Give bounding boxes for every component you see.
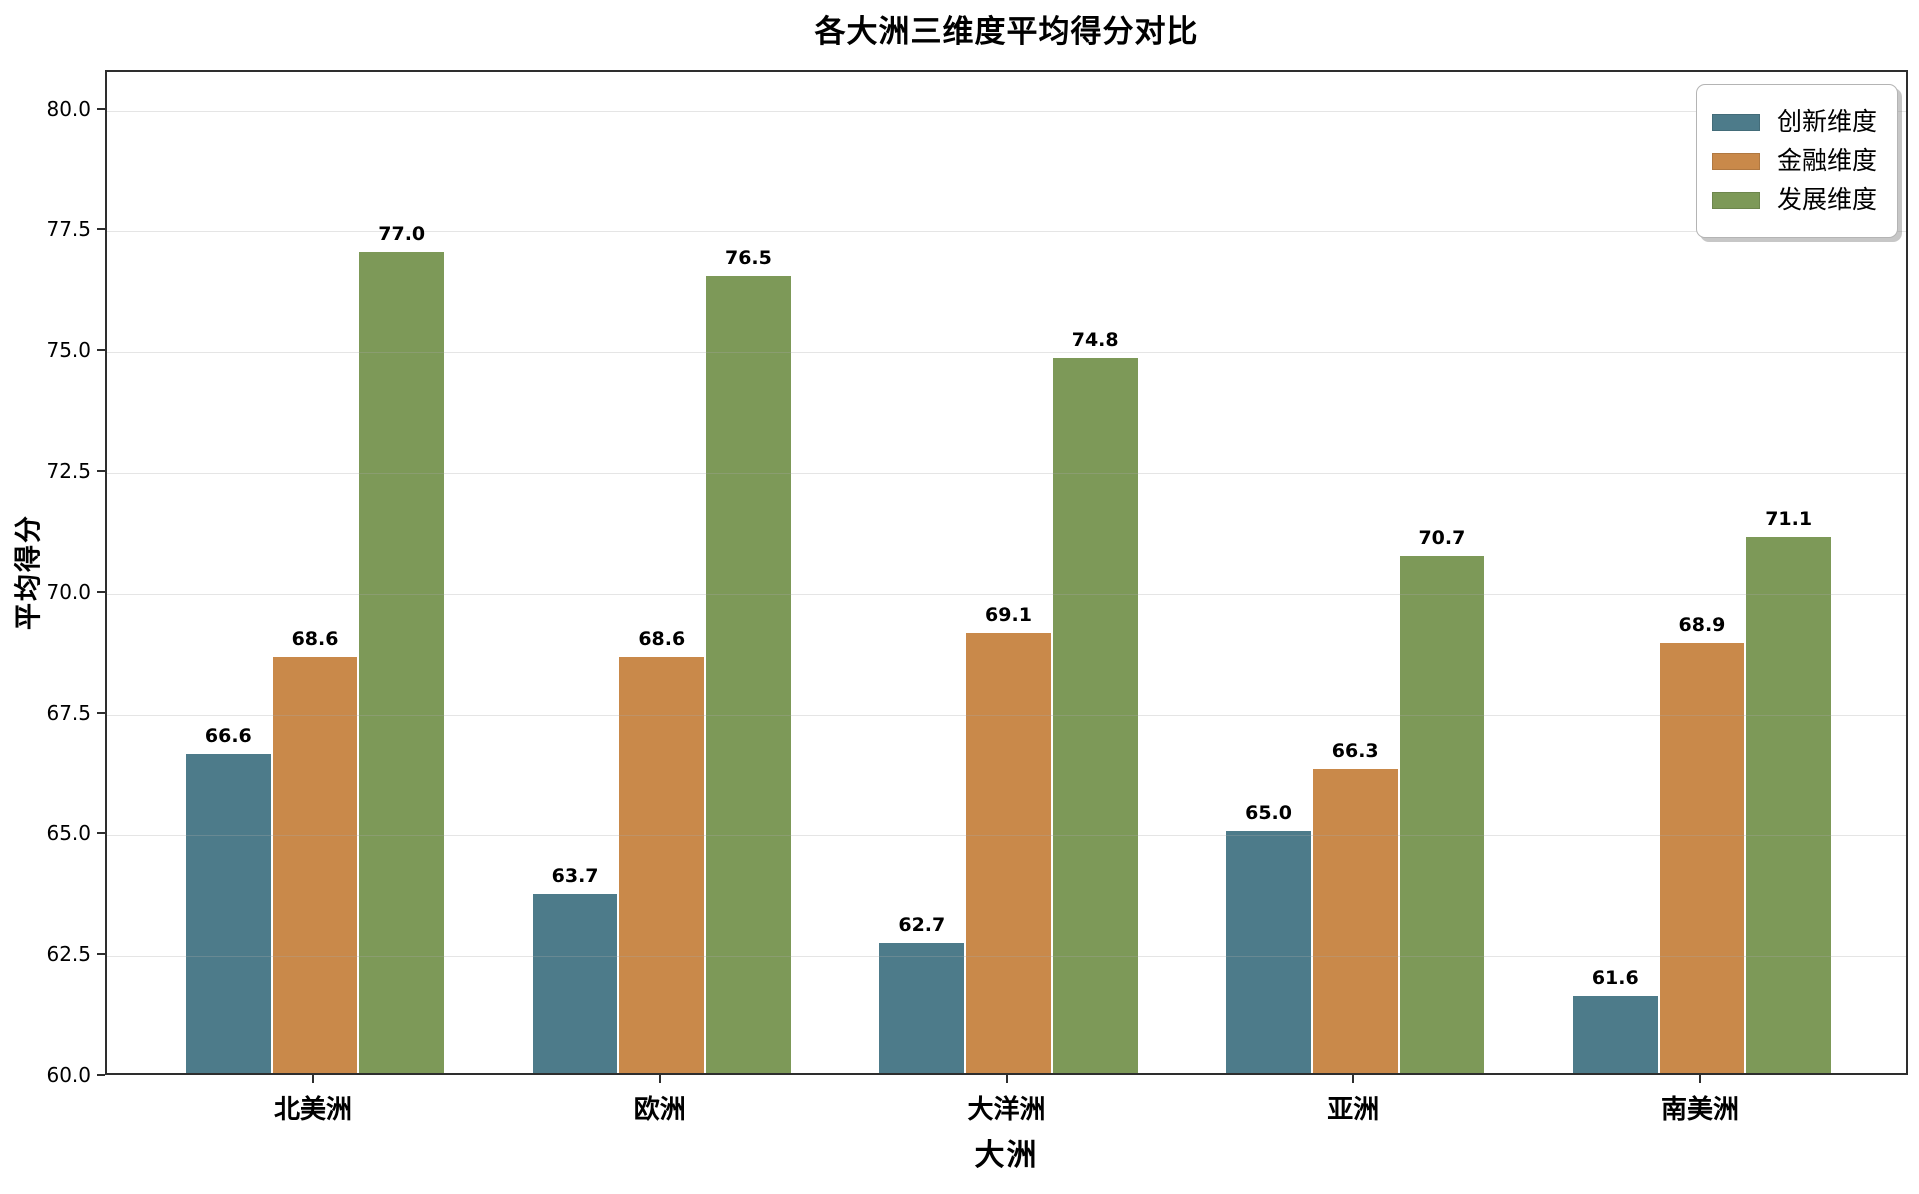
y-tick-label: 75.0 bbox=[46, 338, 91, 363]
x-axis-title: 大洲 bbox=[974, 1138, 1039, 1173]
x-tick-mark bbox=[658, 1075, 661, 1083]
legend-item: 发展维度 bbox=[1711, 185, 1877, 215]
legend-swatch bbox=[1711, 113, 1760, 131]
y-tick-label: 72.5 bbox=[46, 459, 91, 484]
y-tick-label: 62.5 bbox=[46, 942, 91, 967]
x-axis: 北美洲 欧洲 大洋洲 亚洲 南美洲 bbox=[105, 1075, 1908, 1135]
legend-label: 金融维度 bbox=[1776, 146, 1877, 175]
x-tick-mark bbox=[1005, 1075, 1008, 1083]
y-tick-label: 77.5 bbox=[46, 217, 91, 242]
x-tick-label-南美洲: 南美洲 bbox=[1660, 1095, 1739, 1125]
x-tick-mark bbox=[312, 1075, 315, 1083]
plot-area: 66.6 68.6 77.0 63.7 68.6 76.5 62.7 69.1 74.8 65.0… bbox=[105, 70, 1908, 1075]
y-axis: 60.0 62.5 65.0 67.5 70.0 72.5 75.0 77.5 80.0 bbox=[0, 70, 105, 1087]
y-tick-mark bbox=[97, 349, 105, 352]
bar-金融维度-南美洲 bbox=[1658, 642, 1746, 1073]
bar-金融维度-亚洲 bbox=[1311, 768, 1399, 1073]
bar-金融维度-大洋洲 bbox=[965, 633, 1052, 1073]
x-tick-label-大洋洲: 大洋洲 bbox=[967, 1095, 1046, 1125]
bar-金融维度-北美洲 bbox=[271, 657, 359, 1073]
chart-title: 各大洲三维度平均得分对比 bbox=[814, 14, 1199, 50]
x-tick-label-欧洲: 欧洲 bbox=[633, 1095, 686, 1125]
bar-发展维度-欧洲 bbox=[705, 275, 792, 1073]
legend-item: 创新维度 bbox=[1711, 107, 1877, 137]
legend-swatch bbox=[1711, 152, 1760, 170]
y-tick-label: 65.0 bbox=[46, 821, 91, 846]
legend-label: 创新维度 bbox=[1776, 107, 1877, 136]
x-tick-mark bbox=[1698, 1075, 1701, 1083]
bar-金融维度-欧洲 bbox=[618, 657, 706, 1073]
y-tick-mark bbox=[97, 470, 105, 473]
y-tick-label: 80.0 bbox=[46, 96, 91, 121]
legend: 创新维度金融维度发展维度 bbox=[1695, 84, 1898, 238]
y-tick-label: 70.0 bbox=[46, 579, 91, 604]
legend-label: 发展维度 bbox=[1776, 185, 1877, 214]
bar-创新维度-北美洲 bbox=[185, 754, 272, 1073]
y-tick-mark bbox=[97, 107, 105, 110]
legend-swatch bbox=[1711, 191, 1760, 209]
x-tick-mark bbox=[1352, 1075, 1355, 1083]
bar-发展维度-大洋洲 bbox=[1051, 357, 1139, 1073]
y-tick-label: 60.0 bbox=[46, 1063, 91, 1087]
y-tick-mark bbox=[97, 711, 105, 714]
bar-创新维度-亚洲 bbox=[1225, 831, 1312, 1073]
bar-创新维度-大洋洲 bbox=[878, 942, 966, 1073]
x-tick-label-北美洲: 北美洲 bbox=[274, 1095, 353, 1125]
y-tick-label: 67.5 bbox=[46, 700, 91, 725]
y-tick-mark bbox=[97, 1074, 105, 1076]
y-tick-mark bbox=[97, 228, 105, 231]
x-tick-label-亚洲: 亚洲 bbox=[1327, 1095, 1380, 1125]
y-tick-mark bbox=[97, 590, 105, 593]
y-tick-mark bbox=[97, 832, 105, 835]
bar-发展维度-北美洲 bbox=[358, 251, 446, 1073]
bar-发展维度-南美洲 bbox=[1745, 536, 1832, 1073]
bar-创新维度-欧洲 bbox=[531, 894, 619, 1073]
legend-item: 金融维度 bbox=[1711, 146, 1877, 176]
bar-创新维度-南美洲 bbox=[1571, 995, 1659, 1073]
y-tick-mark bbox=[97, 953, 105, 956]
bars-layer bbox=[107, 72, 1906, 1073]
bar-发展维度-亚洲 bbox=[1398, 556, 1486, 1073]
